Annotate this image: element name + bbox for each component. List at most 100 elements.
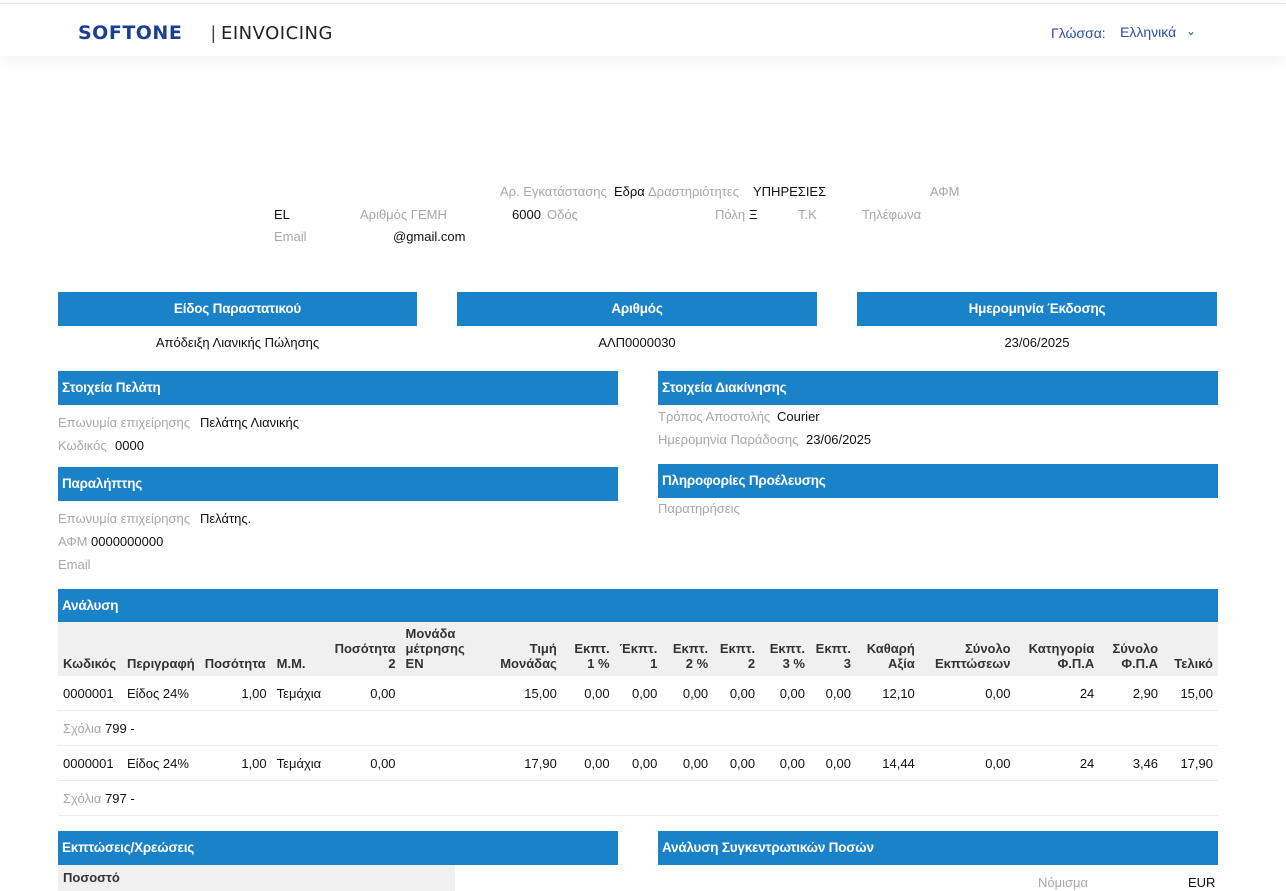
shipping-method-value: Courier xyxy=(777,409,820,424)
recipient-email-label: Email xyxy=(58,557,91,572)
customer-code-value: 0000 xyxy=(115,438,144,453)
recipient-vat-label: ΑΦΜ xyxy=(58,534,88,549)
analysis-section-title: Ανάλυση xyxy=(58,589,1218,623)
doc-number-header: Αριθμός xyxy=(457,292,817,326)
col-disc1-pct: Εκπτ. 1 % xyxy=(561,622,615,676)
col-vat-category: Κατηγορία Φ.Π.Α xyxy=(1015,622,1100,676)
branch-label: Αρ. Εγκατάστασης xyxy=(500,184,607,199)
shipping-method-label: Τρόπος Αποστολής xyxy=(658,409,771,424)
cell-quantity-2: 0,00 xyxy=(329,745,401,781)
notes-value: 797 - xyxy=(105,790,135,806)
col-unit-price: Τιμή Μονάδας xyxy=(480,622,562,676)
delivery-date-label: Ημερομηνία Παράδοσης xyxy=(658,432,799,447)
notes-label: Σχόλια xyxy=(63,790,102,806)
activity-label: Δραστηριότητες xyxy=(648,184,739,199)
col-unit-en: Μονάδα μέτρησης ΕΝ xyxy=(400,622,481,676)
logo-separator: | xyxy=(211,23,216,43)
cell-disc3: 0,00 xyxy=(810,676,856,711)
city-value: Ξ xyxy=(749,207,758,222)
issuer-email-value: @gmail.com xyxy=(393,229,466,244)
chevron-down-icon[interactable]: ⌄ xyxy=(1186,24,1197,38)
customer-code-label: Κωδικός xyxy=(58,438,107,453)
issuer-email-label: Email xyxy=(274,229,307,244)
cell-vat-total: 2,90 xyxy=(1099,676,1164,711)
table-row-notes: Σχόλια 797 - xyxy=(58,780,1218,816)
cell-total-discounts: 0,00 xyxy=(919,745,1016,781)
cell-unit: Τεμάχια xyxy=(271,676,330,711)
street-label: Οδός xyxy=(547,207,578,222)
cell-disc3-pct: 0,00 xyxy=(760,745,810,781)
cell-disc3-pct: 0,00 xyxy=(760,676,810,711)
recipient-name-label: Επωνυμία επιχείρησης xyxy=(58,511,191,526)
customer-name-label: Επωνυμία επιχείρησης xyxy=(58,415,191,430)
cell-unit-en xyxy=(400,676,481,711)
cell-disc2: 0,00 xyxy=(713,676,761,711)
cell-disc2-pct: 0,00 xyxy=(662,676,714,711)
row-notes: Σχόλια 799 - xyxy=(58,710,1218,746)
recipient-name-value: Πελάτης. xyxy=(200,511,252,526)
totals-section-title: Ανάλυση Συγκεντρωτικών Ποσών xyxy=(658,831,1218,865)
delivery-date-value: 23/06/2025 xyxy=(806,432,872,447)
cell-disc2: 0,00 xyxy=(713,745,761,781)
col-code: Κωδικός xyxy=(58,622,122,676)
cell-quantity-2: 0,00 xyxy=(329,676,401,711)
phone-label: Τηλέφωνα xyxy=(862,207,922,222)
col-net-value: Καθαρή Αξία xyxy=(855,622,920,676)
language-label: Γλώσσα: xyxy=(1051,25,1106,41)
customer-section-title: Στοιχεία Πελάτη xyxy=(58,371,618,405)
cell-disc3: 0,00 xyxy=(810,745,856,781)
cell-disc1-pct: 0,00 xyxy=(561,745,615,781)
activity-value: ΥΠΗΡΕΣΙΕΣ xyxy=(753,184,827,199)
table-row: 0000001 Είδος 24% 1,00 Τεμάχια 0,00 15,0… xyxy=(58,676,1218,711)
city-label: Πόλη xyxy=(715,207,746,222)
cell-unit: Τεμάχια xyxy=(271,745,330,781)
doc-type-value: Απόδειξη Λιανικής Πώλησης xyxy=(155,335,320,350)
cell-final: 17,90 xyxy=(1163,745,1218,781)
cell-description: Είδος 24% xyxy=(121,676,200,711)
top-bar: SOFTONE | EINVOICING Γλώσσα: Ελληνικά ⌄ xyxy=(0,3,1286,56)
col-quantity-2: Ποσότητα 2 xyxy=(329,622,401,676)
cell-disc1-pct: 0,00 xyxy=(561,676,615,711)
cell-vat-category: 24 xyxy=(1015,676,1100,711)
cell-quantity: 1,00 xyxy=(199,676,272,711)
language-select[interactable]: Ελληνικά xyxy=(1120,24,1177,40)
cell-unit-en xyxy=(400,745,481,781)
product-name: EINVOICING xyxy=(221,23,333,44)
cell-code: 0000001 xyxy=(58,676,122,711)
customer-name-value: Πελάτης Λιανικής xyxy=(200,415,299,430)
doc-type-header: Είδος Παραστατικού xyxy=(58,292,417,326)
cell-unit-price: 17,90 xyxy=(480,745,562,781)
brand-logo[interactable]: SOFTONE xyxy=(78,22,183,44)
cell-vat-total: 3,46 xyxy=(1099,745,1164,781)
cell-disc2-pct: 0,00 xyxy=(662,745,714,781)
notes-value: 799 - xyxy=(105,720,135,736)
cell-unit-price: 15,00 xyxy=(480,676,562,711)
col-disc3: Εκπτ. 3 xyxy=(810,622,856,676)
zip-label: Τ.Κ xyxy=(798,207,817,222)
analysis-table: Κωδικός Περιγραφή Ποσότητα Μ.Μ. Ποσότητα… xyxy=(58,622,1218,816)
analysis-header-row: Κωδικός Περιγραφή Ποσότητα Μ.Μ. Ποσότητα… xyxy=(58,622,1218,676)
cell-net-value: 12,10 xyxy=(855,676,920,711)
branch-value: Εδρα xyxy=(614,184,645,199)
col-vat-total: Σύνολο Φ.Π.Α xyxy=(1099,622,1164,676)
discounts-section-title: Εκπτώσεις/Χρεώσεις xyxy=(58,831,618,865)
cell-quantity: 1,00 xyxy=(199,745,272,781)
notes-label: Σχόλια xyxy=(63,720,102,736)
table-row: 0000001 Είδος 24% 1,00 Τεμάχια 0,00 17,9… xyxy=(58,745,1218,781)
currency-value: EUR xyxy=(1188,875,1216,890)
table-row-notes: Σχόλια 799 - xyxy=(58,710,1218,746)
origin-notes-label: Παρατηρήσεις xyxy=(658,501,740,516)
currency-label: Νόμισμα xyxy=(1038,875,1089,890)
cell-final: 15,00 xyxy=(1163,676,1218,711)
cell-disc1: 0,00 xyxy=(614,745,663,781)
col-quantity: Ποσότητα xyxy=(199,622,272,676)
recipient-vat-value: 0000000000 xyxy=(91,534,164,549)
cell-net-value: 14,44 xyxy=(855,745,920,781)
row-notes: Σχόλια 797 - xyxy=(58,780,1218,816)
col-unit: Μ.Μ. xyxy=(271,622,330,676)
doc-date-header: Ημερομηνία Έκδοσης xyxy=(857,292,1217,326)
cell-disc1: 0,00 xyxy=(614,676,663,711)
origin-section-title: Πληροφορίες Προέλευσης xyxy=(658,464,1218,498)
cell-vat-category: 24 xyxy=(1015,745,1100,781)
shipping-section-title: Στοιχεία Διακίνησης xyxy=(658,371,1218,405)
